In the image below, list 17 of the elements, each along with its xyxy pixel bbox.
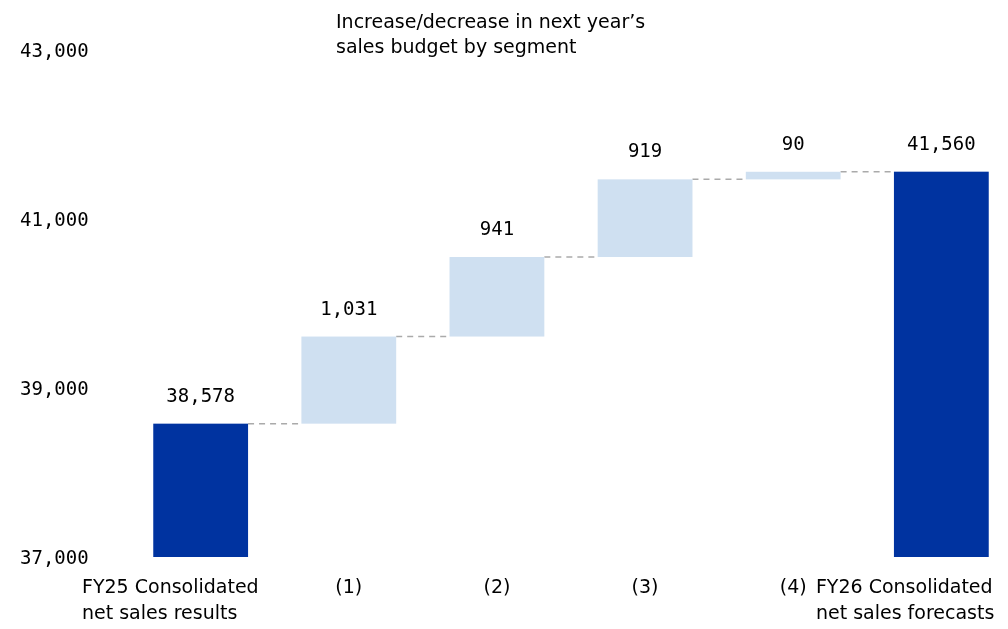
data-label: 1,031 [320,296,378,319]
data-label: 919 [627,139,663,162]
chart-title: Increase/decrease in next year’s sales budget by segment [336,10,646,57]
x-tick-label: FY26 Consolidated net sales forecasts [815,575,995,623]
x-tick-label: (3) [631,575,659,597]
y-tick-label: 41,000 [20,207,89,230]
y-tick-label: 43,000 [20,38,89,61]
data-label: 941 [479,217,515,240]
data-label: 41,560 [907,131,976,154]
x-tick-label: FY25 Consolidated net sales results [82,575,259,623]
x-tick-label: (2) [483,575,511,597]
data-label: 38,578 [166,383,235,406]
data-label: 90 [781,131,805,154]
y-tick-label: 39,000 [20,376,89,399]
x-tick-label: (1) [335,575,363,597]
x-tick-label: (4) [779,575,807,597]
y-tick-label: 37,000 [20,545,89,568]
